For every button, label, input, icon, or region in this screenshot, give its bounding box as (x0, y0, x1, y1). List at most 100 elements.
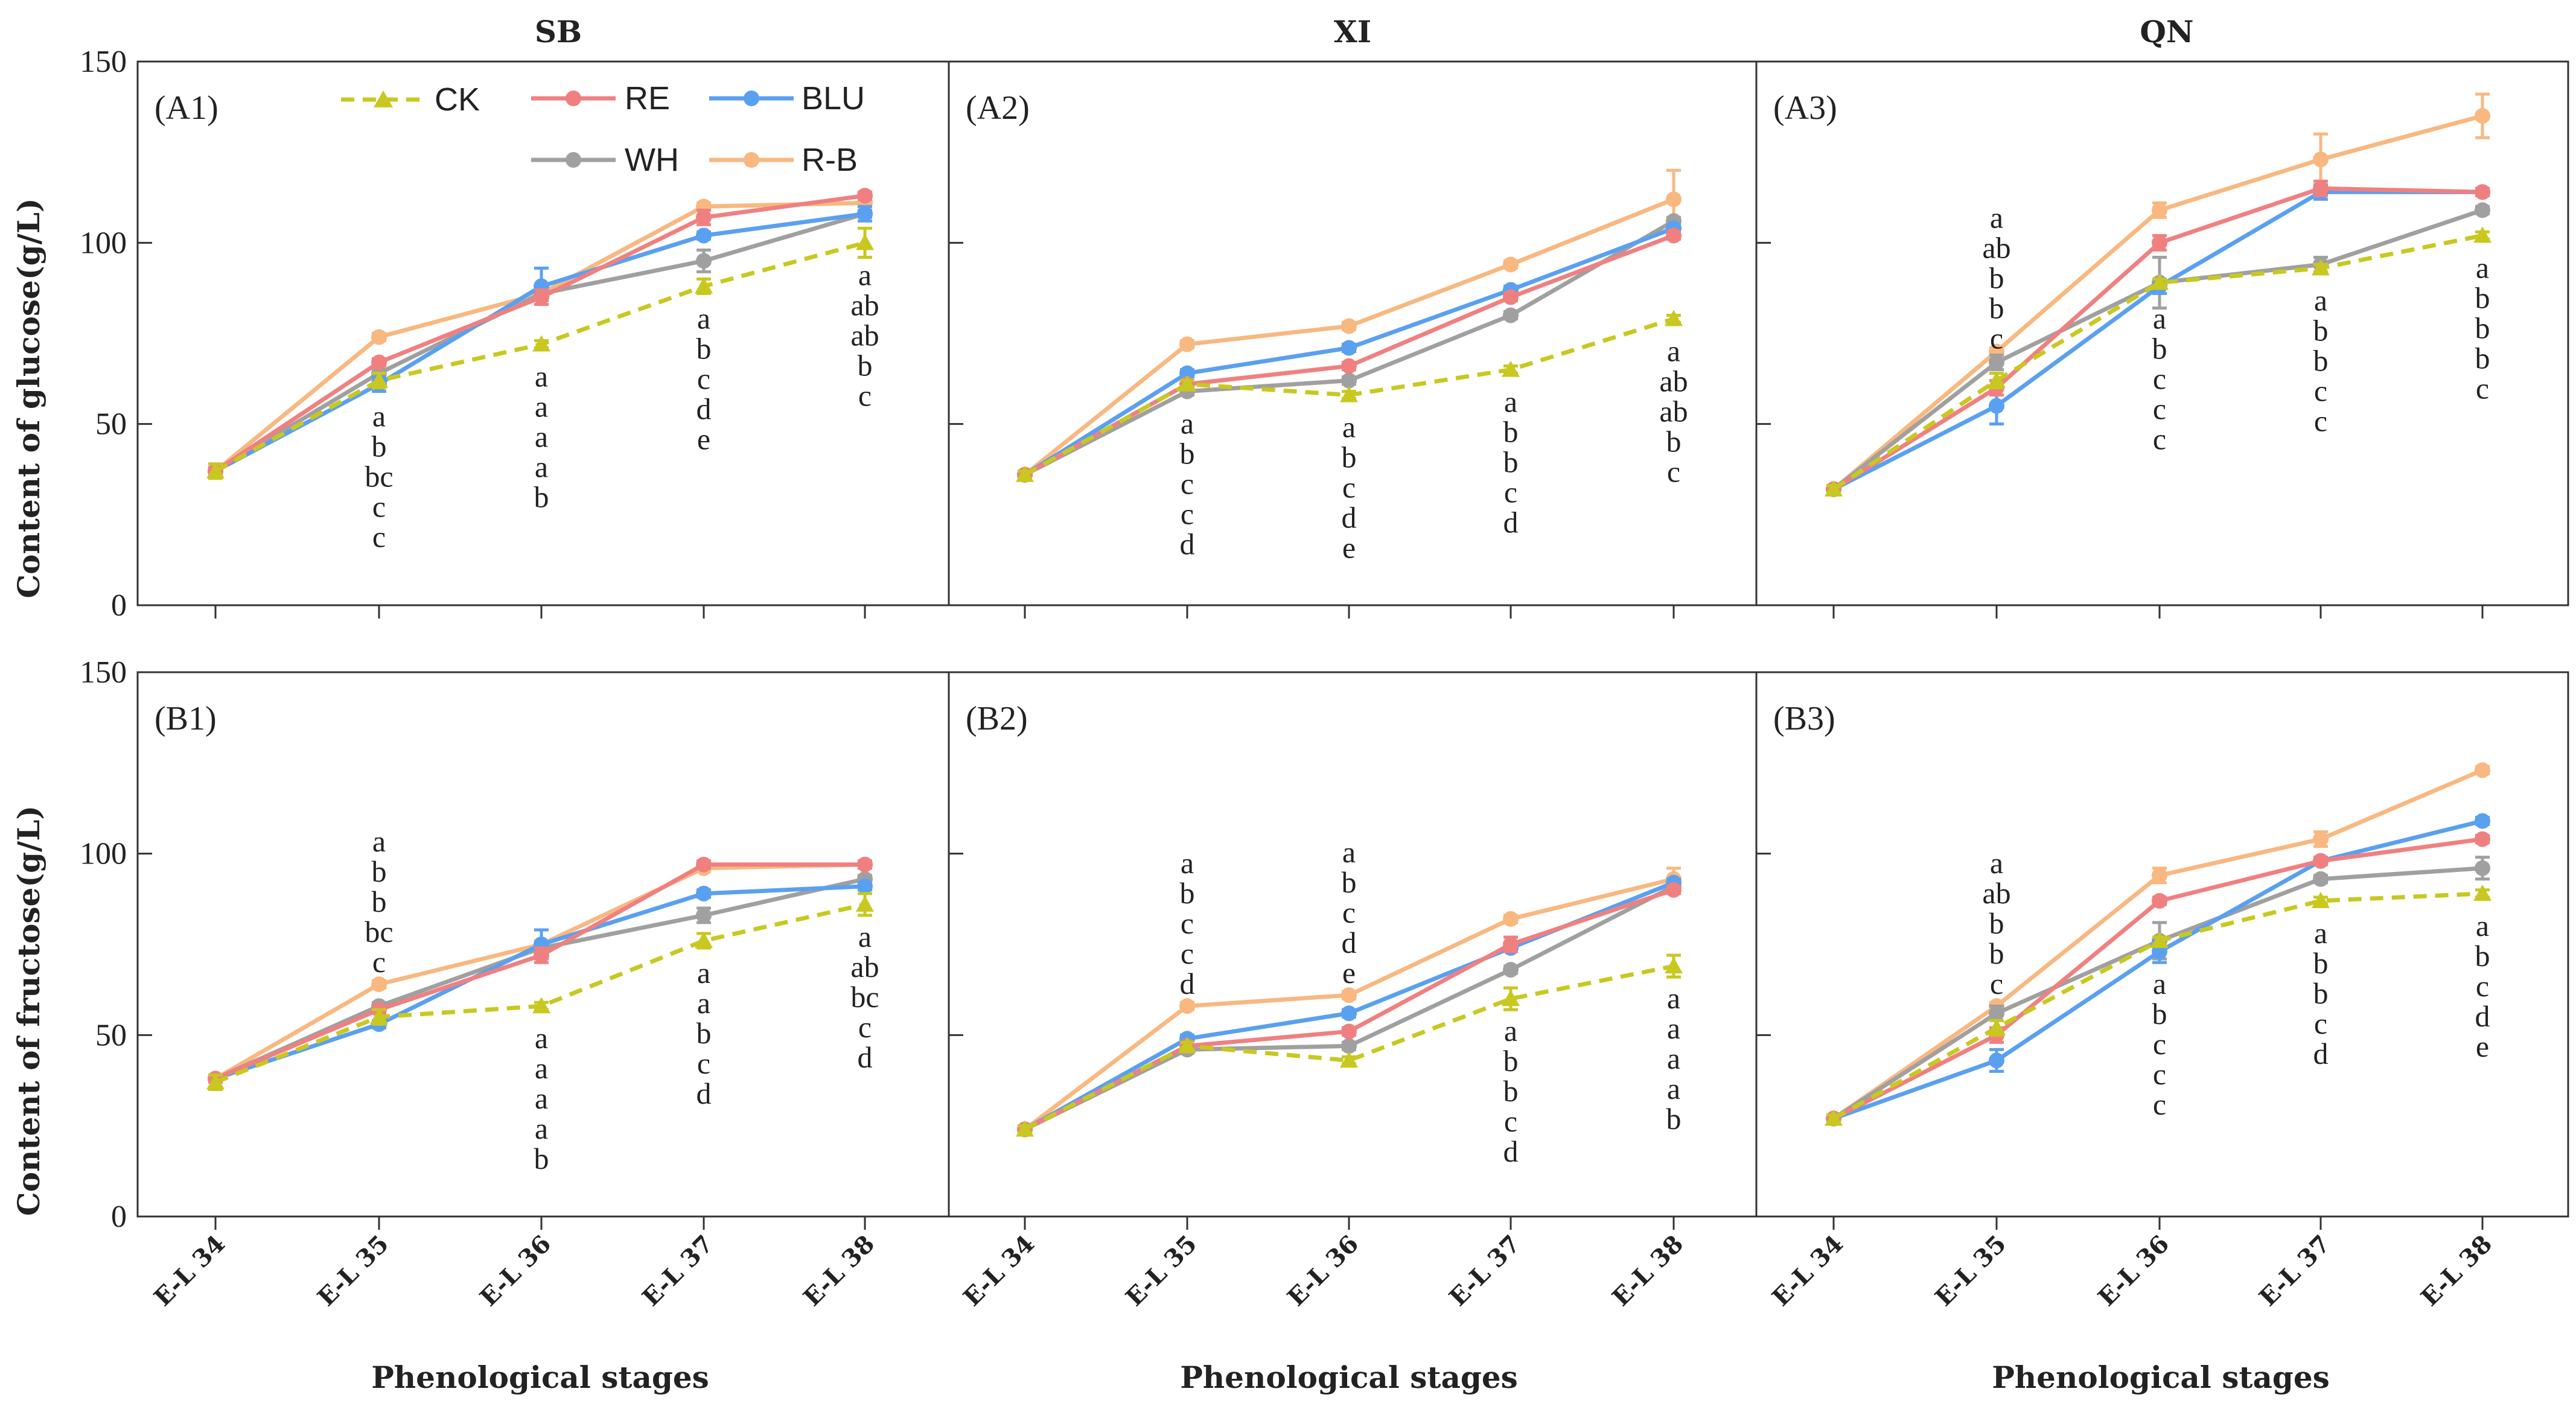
data-point (1503, 962, 1519, 978)
significance-letter: c (372, 945, 386, 979)
significance-letter: b (697, 331, 712, 365)
data-point (1988, 1019, 2006, 1035)
x-tick-label: E-L 36 (474, 1230, 556, 1312)
significance-letter: c (1342, 471, 1356, 504)
significance-letter: d (2475, 999, 2490, 1033)
y-tick-label: 100 (80, 837, 127, 871)
data-point (1341, 1038, 1357, 1054)
x-axis-title-1: Phenological stages (371, 1360, 709, 1395)
significance-letter: c (858, 378, 872, 412)
data-point (532, 335, 550, 352)
significance-letter: a (1667, 1011, 1680, 1045)
significance-letter: c (2476, 969, 2489, 1003)
data-point (1341, 1005, 1357, 1022)
x-tick-label: E-L 38 (2415, 1230, 2498, 1312)
significance-letter: b (2313, 946, 2329, 980)
data-point (2313, 871, 2329, 887)
data-point (2475, 762, 2490, 778)
data-point (856, 234, 874, 250)
data-point (695, 277, 713, 294)
y-axis-title-fructose: Content of fructose(g/L) (11, 806, 46, 1216)
significance-letter: a (372, 824, 386, 858)
panel-label: (A1) (155, 89, 218, 127)
series-ck (1825, 884, 2492, 1126)
series-ck (1825, 226, 2492, 497)
data-point (2475, 202, 2490, 218)
legend: CK RE BLU WH R-B (341, 80, 865, 178)
significance-letter: a (535, 1081, 548, 1115)
legend-label-re: RE (625, 80, 670, 116)
x-tick-label: E-L 35 (1930, 1230, 2012, 1312)
series-ck (1016, 310, 1683, 482)
significance-letter: a (535, 1112, 548, 1145)
significance-letter: b (1180, 876, 1195, 910)
x-tick-label: E-L 35 (312, 1230, 394, 1312)
significance-letter: b (534, 1142, 549, 1175)
significance-letter: b (372, 430, 387, 463)
data-point (2475, 831, 2490, 847)
legend-label-wh: WH (625, 142, 679, 178)
data-point (1503, 256, 1519, 273)
significance-letter: a (1504, 385, 1517, 419)
data-point (695, 931, 713, 948)
data-point (1341, 987, 1357, 1003)
y-tick-label: 100 (80, 226, 127, 260)
significance-letter: bc (365, 460, 393, 494)
panels: 050100150(A1)abbcccaaaababcdeaababbc(A2)… (80, 45, 2569, 1312)
y-axis-title-glucose: Content of glucose(g/L) (11, 198, 46, 598)
significance-letter: b (1503, 1074, 1519, 1108)
significance-letter: a (535, 360, 548, 393)
column-title-xi: XI (1334, 14, 1371, 49)
x-tick-label: E-L 36 (1282, 1230, 1364, 1312)
data-point (206, 462, 225, 479)
significance-letter: c (697, 1046, 710, 1080)
significance-letter: c (1181, 937, 1194, 970)
data-point (2313, 831, 2329, 847)
data-point (2152, 892, 2167, 909)
significance-letter: b (2475, 281, 2490, 314)
data-point (1989, 1005, 2004, 1022)
data-point (1825, 1109, 1843, 1126)
significance-letter: bc (850, 980, 879, 1014)
legend-label-blu: BLU (802, 80, 865, 116)
data-point (1989, 354, 2004, 371)
significance-letter: b (1503, 1044, 1519, 1078)
data-point (2152, 202, 2167, 218)
significance-letter: d (1180, 967, 1195, 1000)
significance-letter: c (2314, 404, 2327, 437)
data-point (1502, 360, 1520, 377)
significance-letter: a (1181, 846, 1194, 880)
data-point (1178, 375, 1196, 392)
data-point (1665, 957, 1683, 974)
significance-letter: c (2153, 361, 2166, 395)
significance-letter: a (697, 301, 710, 335)
data-point (2312, 259, 2330, 276)
significance-letter: ab (1659, 364, 1688, 398)
significance-letter: a (535, 390, 548, 424)
significance-letter: ab (1982, 876, 2010, 910)
significance-letter: a (1342, 835, 1356, 869)
significance-letter: c (1504, 1104, 1517, 1138)
significance-letter: c (1181, 467, 1194, 501)
data-point (2150, 273, 2169, 290)
series-ck (1016, 953, 1683, 1137)
data-point (2475, 108, 2490, 124)
significance-letter: b (1503, 415, 1519, 449)
significance-letter: a (1667, 1072, 1680, 1105)
data-point (2312, 891, 2330, 908)
panel-label: (A3) (1773, 89, 1837, 127)
data-point (370, 1008, 388, 1025)
significance-letter: d (1342, 926, 1357, 959)
x-tick-label: E-L 37 (2254, 1230, 2336, 1312)
column-title-qn: QN (2140, 14, 2193, 49)
data-point (2473, 226, 2492, 243)
significance-letter: b (534, 480, 549, 514)
significance-letter: e (2476, 1029, 2489, 1063)
legend-item-re: RE (531, 80, 670, 116)
x-axis-title-3: Phenological stages (1992, 1360, 2330, 1395)
x-tick-label: E-L 35 (1120, 1230, 1202, 1312)
